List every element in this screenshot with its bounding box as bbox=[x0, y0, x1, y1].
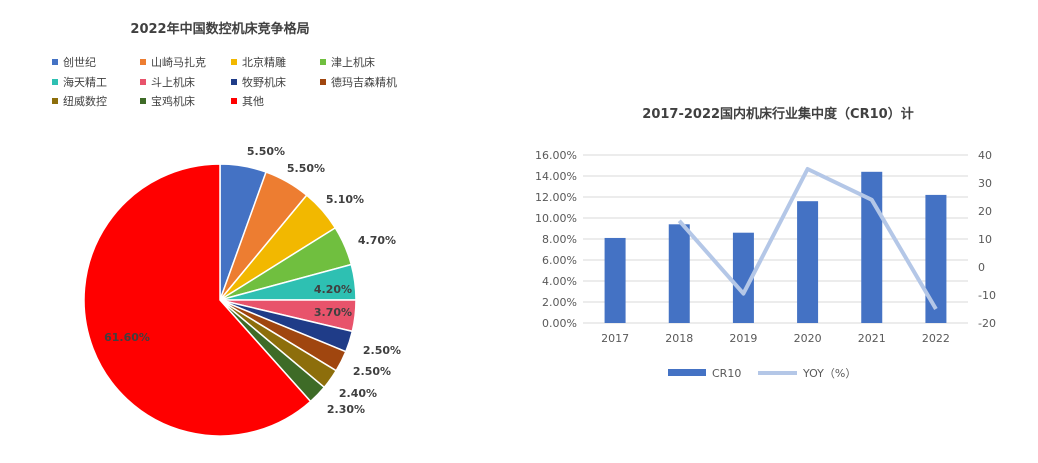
pie-legend-swatch bbox=[52, 79, 58, 85]
x-tick-label: 2021 bbox=[858, 332, 886, 345]
legend-label-cr10: CR10 bbox=[712, 367, 741, 380]
x-tick-label: 2022 bbox=[922, 332, 950, 345]
right-axis-ticks: -20 -10 0 10 20 30 40 bbox=[978, 149, 996, 330]
pie-legend-swatch bbox=[320, 79, 326, 85]
pie-legend-swatch bbox=[52, 59, 58, 65]
pie-legend-item: 宝鸡机床 bbox=[140, 94, 195, 108]
pie-data-label: 5.10% bbox=[326, 193, 364, 206]
right-tick-label: 30 bbox=[978, 177, 992, 190]
pie-legend-swatch bbox=[140, 59, 146, 65]
pie-legend-item: 德玛吉森精机 bbox=[320, 75, 397, 89]
right-tick-label: 0 bbox=[978, 261, 985, 274]
pie-data-label: 61.60% bbox=[104, 331, 150, 344]
pie-legend-item: 其他 bbox=[231, 95, 264, 108]
pie-data-label: 5.50% bbox=[287, 162, 325, 175]
pie-data-label: 4.70% bbox=[358, 234, 396, 247]
left-tick-label: 14.00% bbox=[535, 170, 577, 183]
pie-data-label: 5.50% bbox=[247, 145, 285, 158]
cr10-bar bbox=[925, 194, 947, 323]
pie-data-label: 3.70% bbox=[314, 306, 352, 319]
left-tick-label: 2.00% bbox=[542, 296, 577, 309]
pie-legend-swatch bbox=[231, 59, 237, 65]
right-tick-label: 20 bbox=[978, 205, 992, 218]
pie-legend-swatch bbox=[231, 98, 237, 104]
pie-legend-swatch bbox=[140, 98, 146, 104]
right-tick-label: -10 bbox=[978, 289, 996, 302]
pie-legend-label: 德玛吉森精机 bbox=[331, 75, 397, 89]
pie-chart-title: 2022年中国数控机床竞争格局 bbox=[130, 21, 309, 37]
pie-data-label: 2.50% bbox=[353, 365, 391, 378]
right-tick-label: 40 bbox=[978, 149, 992, 162]
pie-legend-label: 斗上机床 bbox=[151, 75, 195, 89]
pie-legend-label: 北京精雕 bbox=[242, 55, 286, 69]
cr10-bar bbox=[668, 224, 690, 323]
right-tick-label: 10 bbox=[978, 233, 992, 246]
pie-slices bbox=[83, 163, 357, 437]
left-tick-label: 0.00% bbox=[542, 317, 577, 330]
pie-data-label: 4.20% bbox=[314, 283, 352, 296]
legend-item-yoy: YOY（%） bbox=[758, 367, 856, 380]
pie-legend-item: 斗上机床 bbox=[140, 75, 195, 89]
cr10-bar bbox=[604, 237, 626, 323]
pie-data-labels: 5.50%5.50% 5.10% 4.70% 4.20% 3.70% 2.50% 2.50%… bbox=[104, 145, 401, 416]
yoy-line bbox=[677, 167, 938, 311]
left-tick-label: 10.00% bbox=[535, 212, 577, 225]
legend-item-cr10: CR10 bbox=[668, 367, 741, 380]
left-tick-label: 6.00% bbox=[542, 254, 577, 267]
x-tick-label: 2020 bbox=[794, 332, 822, 345]
pie-data-label: 2.30% bbox=[327, 403, 365, 416]
left-axis-ticks: 0.00% 2.00% 4.00% 6.00% 8.00% 10.00% 12.00% 14.… bbox=[535, 149, 577, 330]
right-tick-label: -20 bbox=[978, 317, 996, 330]
pie-legend-label: 其他 bbox=[242, 95, 264, 108]
x-tick-label: 2017 bbox=[601, 332, 629, 345]
pie-slice bbox=[83, 163, 312, 437]
cr10-bar bbox=[797, 201, 819, 323]
pie-legend-swatch bbox=[140, 79, 146, 85]
pie-legend-label: 牧野机床 bbox=[242, 75, 286, 89]
legend-label-yoy: YOY（%） bbox=[802, 367, 856, 380]
combo-legend: CR10 YOY（%） bbox=[668, 367, 856, 380]
pie-legend-swatch bbox=[52, 98, 58, 104]
pie-legend-item: 纽威数控 bbox=[52, 94, 107, 108]
left-tick-label: 8.00% bbox=[542, 233, 577, 246]
cr10-bars bbox=[604, 171, 947, 323]
x-tick-label: 2018 bbox=[665, 332, 693, 345]
left-tick-label: 4.00% bbox=[542, 275, 577, 288]
pie-legend-item: 北京精雕 bbox=[231, 55, 286, 69]
pie-legend-item: 牧野机床 bbox=[231, 75, 286, 89]
pie-data-label: 2.50% bbox=[363, 344, 401, 357]
pie-legend-item: 山崎马扎克 bbox=[140, 55, 206, 69]
x-tick-label: 2019 bbox=[729, 332, 757, 345]
pie-legend-item: 创世纪 bbox=[52, 56, 96, 69]
pie-legend-swatch bbox=[231, 79, 237, 85]
pie-legend-item: 海天精工 bbox=[52, 75, 107, 89]
combo-gridlines bbox=[583, 154, 968, 324]
combo-chart-title: 2017-2022国内机床行业集中度（CR10）计 bbox=[642, 106, 913, 122]
pie-legend-label: 山崎马扎克 bbox=[151, 55, 206, 69]
pie-legend-label: 创世纪 bbox=[63, 56, 96, 69]
pie-legend-label: 宝鸡机床 bbox=[151, 94, 195, 108]
left-tick-label: 12.00% bbox=[535, 191, 577, 204]
x-axis-ticks: 2017 2018 2019 2020 2021 2022 bbox=[601, 332, 950, 345]
cr10-bar bbox=[732, 232, 754, 323]
pie-legend-label: 海天精工 bbox=[63, 75, 107, 89]
pie-legend-label: 纽威数控 bbox=[63, 94, 107, 108]
pie-legend-item: 津上机床 bbox=[320, 55, 375, 69]
pie-legend-swatch bbox=[320, 59, 326, 65]
left-tick-label: 16.00% bbox=[535, 149, 577, 162]
legend-swatch-cr10 bbox=[668, 369, 706, 376]
pie-data-label: 2.40% bbox=[339, 387, 377, 400]
pie-legend-label: 津上机床 bbox=[331, 55, 375, 69]
